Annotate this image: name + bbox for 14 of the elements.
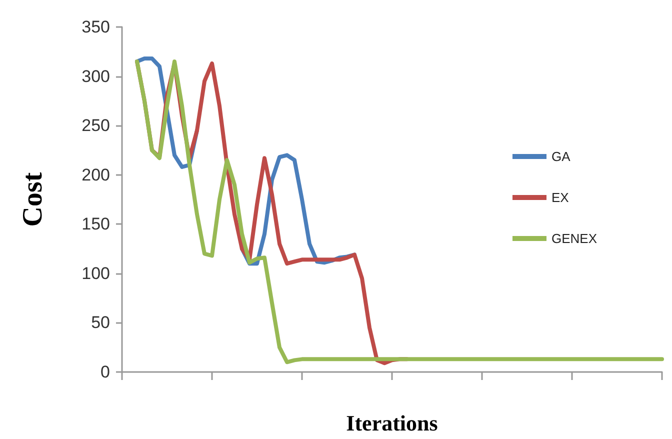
y-axis-title: Cost [18,172,48,227]
legend-label: EX [551,190,570,205]
y-tick-label: 100 [82,264,110,283]
legend-label: GA [551,149,571,164]
y-tick-label: 150 [82,214,110,234]
line-series [135,60,664,364]
y-tick-label: 50 [91,313,110,332]
x-axis-title: Iterations [346,410,438,436]
y-tick-label: 250 [82,116,110,136]
y-tick-label: 350 [82,18,110,36]
y-tick-label: 300 [82,66,110,86]
legend-label: GENEX [551,231,598,246]
y-tick-label: 0 [100,362,110,382]
y-tick-label: 200 [82,165,110,184]
